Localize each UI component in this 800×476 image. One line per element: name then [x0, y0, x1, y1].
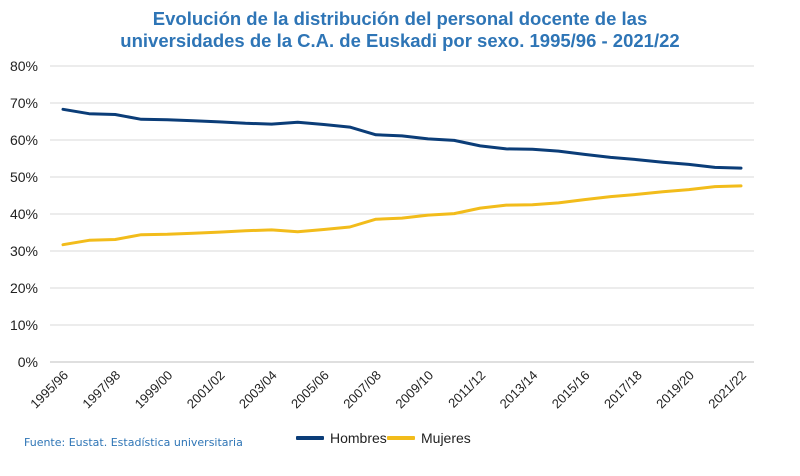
x-tick-label: 2005/06 [288, 368, 332, 412]
y-tick-label: 60% [10, 132, 38, 148]
chart-title-line-1: Evolución de la distribución del persona… [152, 8, 648, 29]
x-tick-label: 2013/14 [497, 368, 541, 412]
legend-swatch-mujeres [387, 436, 415, 440]
series-line-hombres [61, 107, 743, 170]
x-tick-label: 2021/22 [705, 368, 749, 412]
legend: Hombres Mujeres [0, 430, 800, 450]
y-tick-label: 20% [10, 280, 38, 296]
legend-item-mujeres: Mujeres [387, 430, 471, 446]
x-tick-label: 2015/16 [549, 368, 593, 412]
chart-title-line-2: universidades de la C.A. de Euskadi por … [120, 30, 680, 51]
x-tick-label: 1999/00 [132, 368, 176, 412]
source-note: Fuente: Eustat. Estadística universitari… [24, 436, 243, 449]
chart-title: Evolución de la distribución del persona… [0, 8, 800, 52]
x-tick-label: 2019/20 [653, 368, 697, 412]
y-tick-label: 80% [10, 58, 38, 74]
x-tick-label: 2003/04 [236, 368, 280, 412]
y-tick-label: 0% [18, 354, 38, 370]
x-tick-label: 2017/18 [601, 368, 645, 412]
y-tick-label: 50% [10, 169, 38, 185]
y-tick-label: 30% [10, 243, 38, 259]
legend-swatch-hombres [296, 436, 324, 440]
series-line-mujeres [61, 184, 743, 247]
legend-item-hombres: Hombres [296, 430, 387, 446]
x-tick-label: 1995/96 [27, 368, 71, 412]
x-tick-label: 1997/98 [79, 368, 123, 412]
y-tick-label: 70% [10, 95, 38, 111]
x-axis-ticks: 1995/96 1997/98 1999/00 2001/02 2003/04 2005/… [27, 368, 749, 412]
gridlines [50, 65, 754, 363]
legend-label-hombres: Hombres [330, 430, 387, 446]
y-tick-label: 40% [10, 206, 38, 222]
x-tick-label: 2001/02 [184, 368, 228, 412]
x-tick-label: 2011/12 [445, 368, 488, 411]
x-tick-label: 2007/08 [340, 368, 384, 412]
y-tick-label: 10% [10, 317, 38, 333]
y-axis-ticks: 0% 10% 20% 30% 40% 50% 60% 70% 80% [10, 58, 38, 370]
series-lines [61, 107, 743, 247]
x-tick-label: 2009/10 [392, 368, 436, 412]
legend-label-mujeres: Mujeres [421, 430, 471, 446]
